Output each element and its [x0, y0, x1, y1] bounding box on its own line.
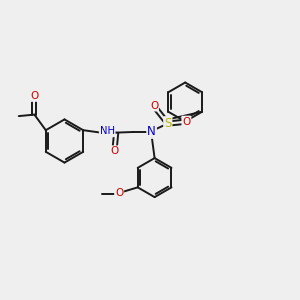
Text: N: N: [147, 125, 156, 138]
Text: NH: NH: [100, 126, 115, 136]
Text: S: S: [164, 117, 172, 130]
Text: O: O: [150, 100, 158, 111]
Text: O: O: [182, 116, 190, 127]
Text: O: O: [110, 146, 118, 156]
Text: O: O: [30, 91, 38, 101]
Text: O: O: [115, 188, 123, 198]
